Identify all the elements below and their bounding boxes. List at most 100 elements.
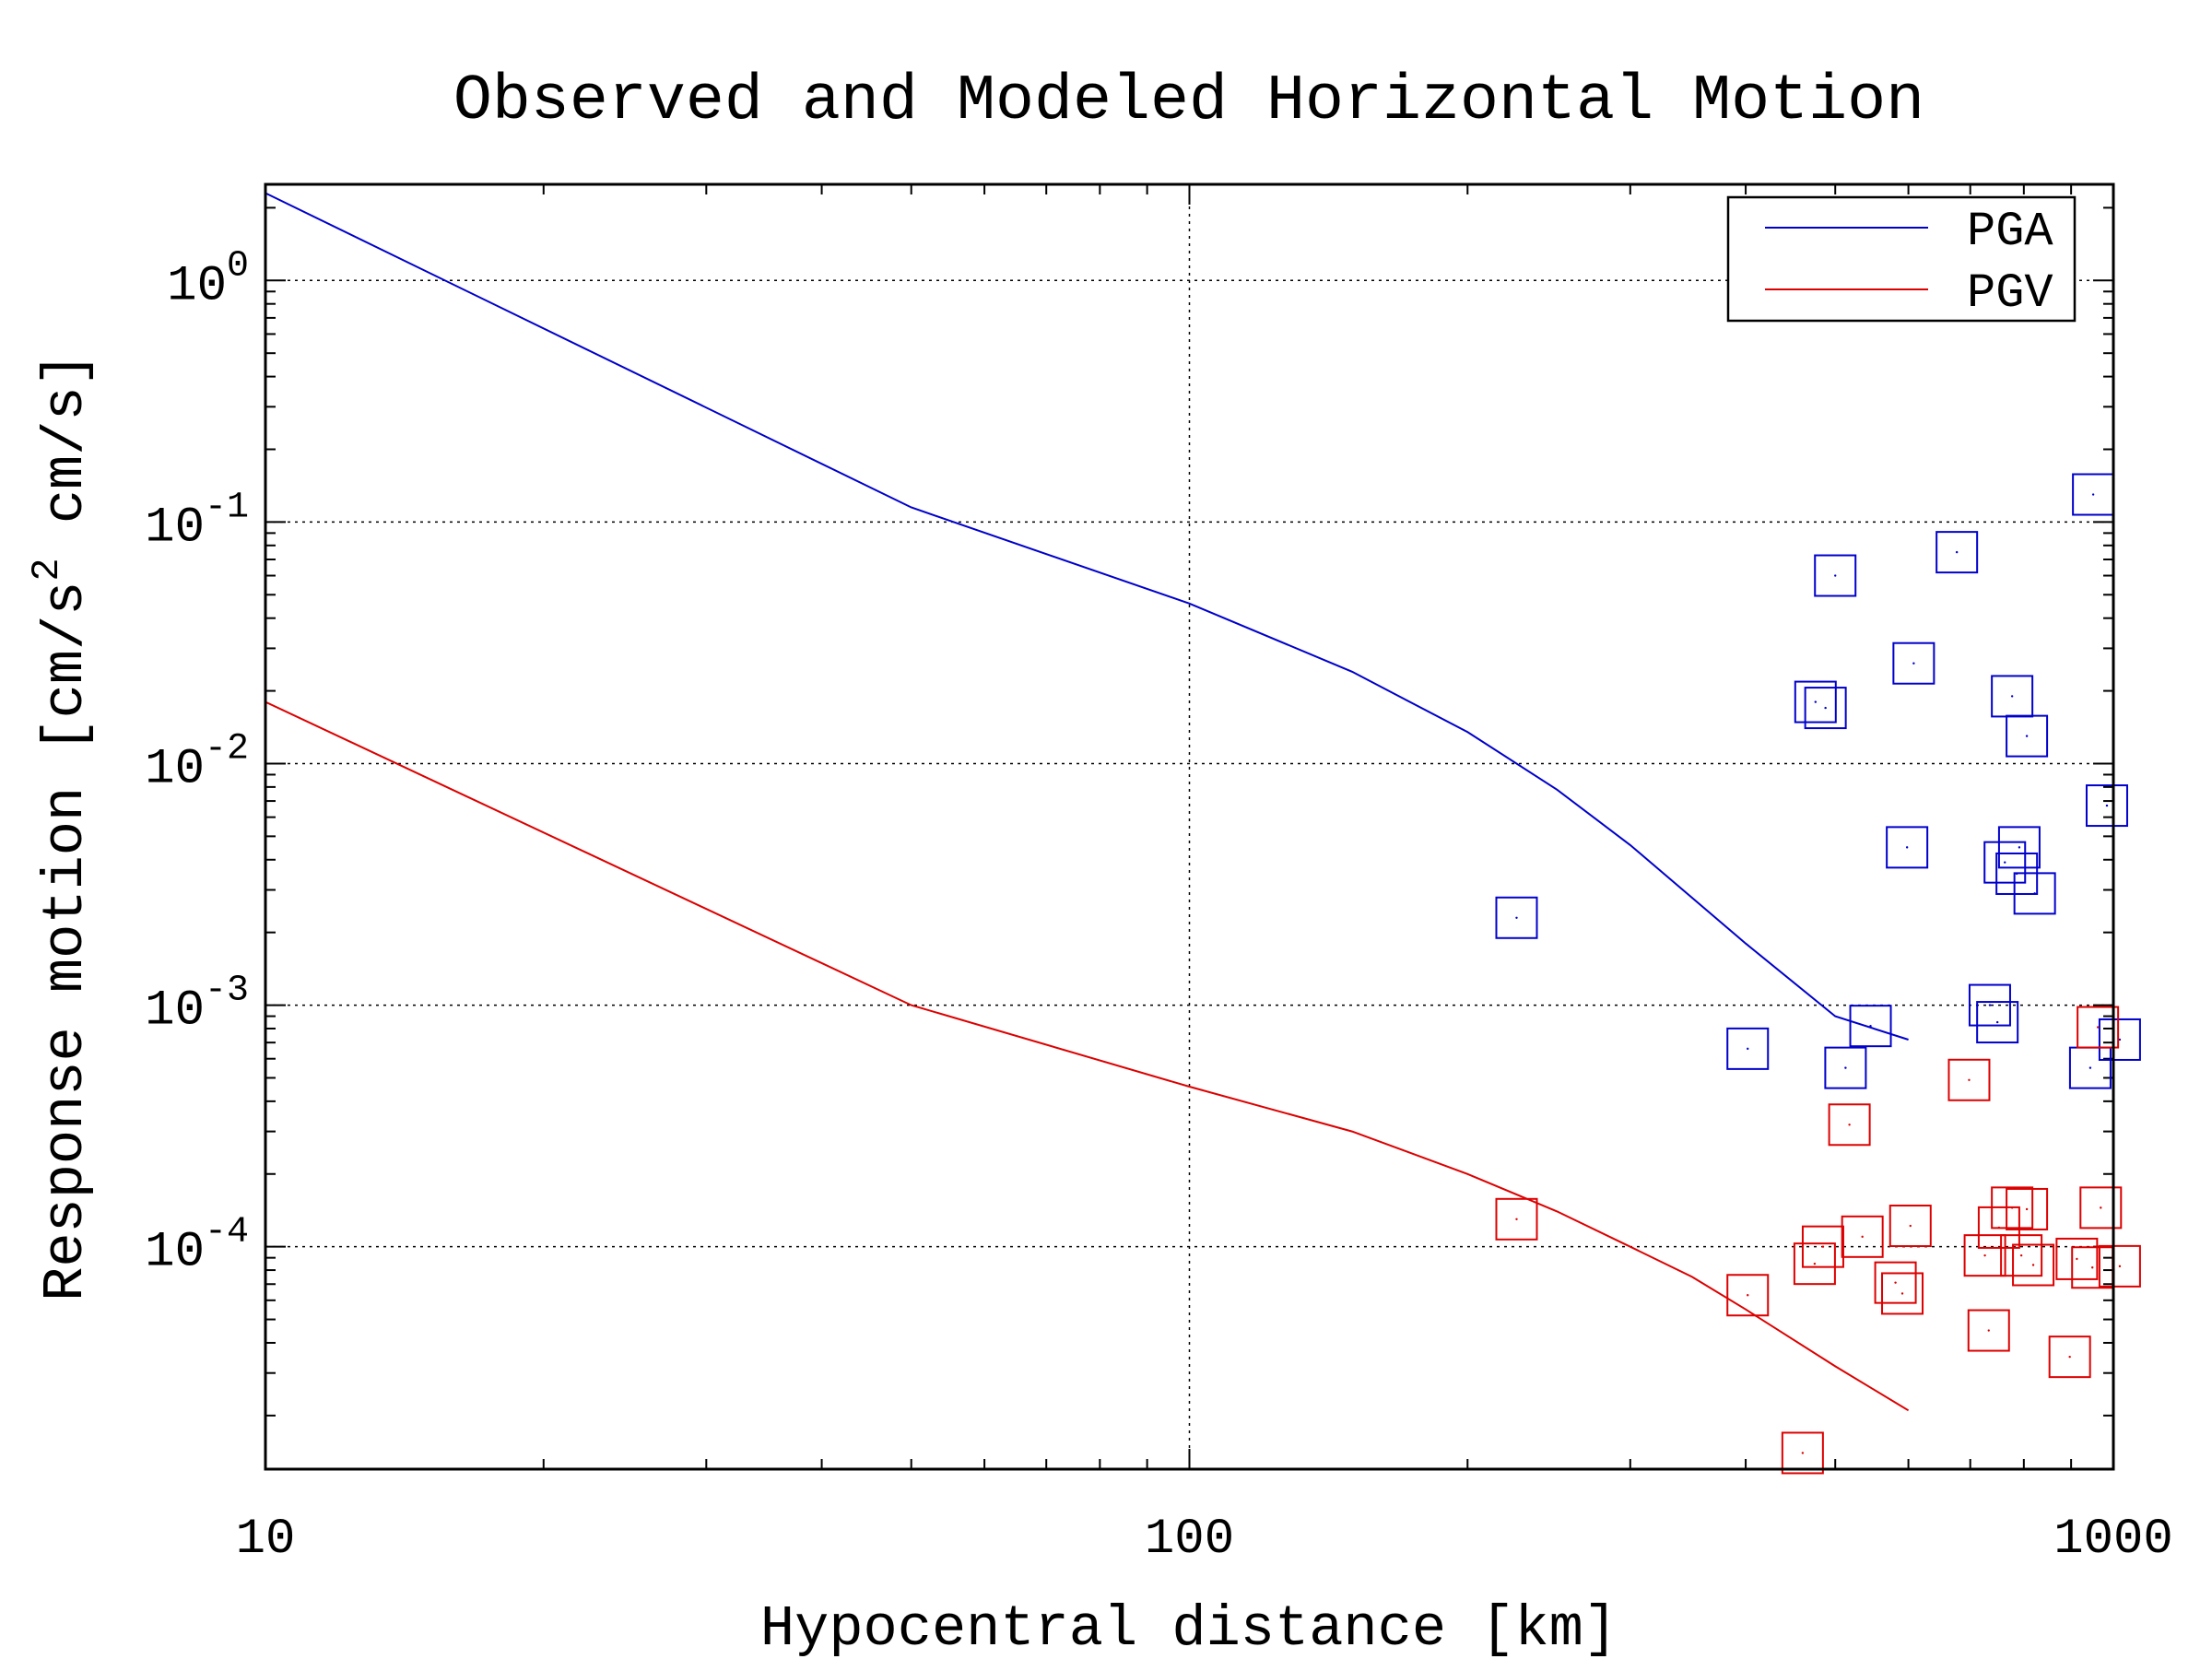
pga-point-center <box>2033 892 2036 895</box>
pga-point <box>1849 1005 1892 1048</box>
pgv-point-center <box>1747 1294 1749 1297</box>
pga-point <box>2085 784 2128 828</box>
pga-point <box>1726 1027 1770 1070</box>
pga-point-center <box>2004 861 2006 864</box>
pga-point <box>2006 714 2049 758</box>
pgv-point-center <box>2019 1253 2023 1257</box>
pgv-point-center <box>2068 1355 2071 1359</box>
pgv-point-center <box>1861 1235 1864 1239</box>
pga-point-center <box>2105 804 2109 807</box>
legend-label-pga: PGA <box>1967 205 2053 259</box>
pga-point <box>1976 1001 2019 1044</box>
pgv-point-center <box>2025 1207 2029 1211</box>
pgv-point-center <box>1801 1452 1805 1454</box>
pga-point <box>2013 872 2056 915</box>
pgv-point-center <box>1987 1329 1990 1332</box>
pgv-point-center <box>1894 1281 1897 1284</box>
pga-point-center <box>1834 574 1837 577</box>
series-lines <box>265 192 1910 1412</box>
pgv-point-center <box>1813 1262 1817 1265</box>
y-tick-label-4: 10-4 <box>145 1212 249 1281</box>
pgv-point-center <box>1983 1253 1986 1257</box>
y-axis-label: Response motion [cm/s2 cm/s] <box>25 352 99 1301</box>
pgv-point-center <box>1900 1292 1904 1295</box>
pgv-point-center <box>2118 1265 2122 1268</box>
pgv-point <box>1947 1058 1991 1101</box>
pga-point-center <box>1905 846 1909 849</box>
pgv-point-center <box>1968 1078 1971 1081</box>
pgv-point-center <box>1848 1124 1851 1126</box>
pga-point <box>1983 841 2027 884</box>
pgv-point <box>1963 1234 2006 1277</box>
y-tick-label-0: 100 <box>167 245 249 314</box>
x-tick-label-1: 100 <box>1145 1512 1234 1568</box>
x-tick-labels: 10 100 1000 <box>236 1512 2173 1568</box>
pga-point-center <box>1995 1020 1999 1024</box>
pgv-point <box>2048 1335 2091 1379</box>
pga-point-center <box>1515 916 1518 919</box>
pgv-point <box>1495 1197 1538 1241</box>
pgv-point <box>1793 1242 1836 1286</box>
pga-point-center <box>1814 700 1818 703</box>
pgv-point <box>1967 1309 2010 1352</box>
pga-point <box>1824 1046 1867 1089</box>
pga-point-center <box>2118 1038 2122 1041</box>
pgv-point <box>1726 1274 1770 1317</box>
pga-point <box>1886 826 1929 869</box>
y-axis-label-main: Response motion [cm/s <box>33 582 99 1301</box>
y-tick-label-1: 10-1 <box>145 487 249 556</box>
pgv-point <box>1828 1103 1871 1147</box>
legend: PGA PGV <box>1726 195 2077 323</box>
pgv-point-center <box>2076 1257 2078 1261</box>
pga-point-center <box>1955 550 1959 554</box>
pgv-model-line <box>265 700 1910 1412</box>
pga-point-center <box>1988 1004 1992 1006</box>
pgv-point <box>1991 1186 2034 1230</box>
y-axis-label-tail: cm/s] <box>33 352 99 558</box>
pga-point-center <box>1747 1047 1749 1051</box>
pgv-point <box>1801 1225 1844 1268</box>
pga-point-center <box>1912 662 1915 665</box>
pga-point <box>2098 1018 2141 1061</box>
pgv-point <box>2055 1237 2099 1280</box>
pgv-point <box>2098 1244 2141 1288</box>
pga-point <box>1936 531 1979 574</box>
pgv-point-center <box>1909 1224 1912 1228</box>
pgv-point <box>1841 1215 1884 1258</box>
axis-ticks <box>265 184 2113 1469</box>
pga-point-center <box>2088 1066 2092 1069</box>
y-tick-label-2: 10-2 <box>145 728 249 797</box>
pgv-point-center <box>2091 1266 2094 1269</box>
pga-point-center <box>2018 846 2021 849</box>
legend-box <box>1726 195 2077 323</box>
series-points <box>1495 473 2141 1475</box>
pgv-point <box>2000 1234 2043 1277</box>
pga-model-line <box>265 192 1909 1041</box>
pga-point-center <box>2010 695 2014 698</box>
y-tick-labels: 100 10-1 10-2 10-3 10-4 <box>145 245 249 1280</box>
pgv-point <box>2079 1186 2123 1230</box>
x-tick-label-0: 10 <box>236 1512 296 1568</box>
pgv-point <box>1781 1431 1824 1475</box>
pga-point <box>1892 641 1936 685</box>
y-tick-label-3: 10-3 <box>145 971 249 1040</box>
pgv-point <box>1888 1205 1932 1248</box>
pgv-point <box>2006 1187 2049 1230</box>
pgv-point-center <box>1821 1245 1825 1248</box>
pgv-point-center <box>2100 1206 2102 1209</box>
pga-point-center <box>2091 493 2095 496</box>
pga-point <box>1495 896 1538 939</box>
x-axis-label: Hypocentral distance [km] <box>760 1596 1618 1659</box>
pga-point <box>1997 826 2041 869</box>
pga-point <box>1804 687 1847 730</box>
pgv-point <box>2012 1243 2055 1287</box>
pgv-point-center <box>2096 1026 2100 1029</box>
x-tick-label-2: 1000 <box>2053 1512 2173 1568</box>
pgv-point-center <box>1515 1218 1518 1220</box>
pga-point-center <box>1824 706 1827 710</box>
pgv-point-center <box>2031 1264 2035 1266</box>
pga-point <box>1794 680 1837 724</box>
pgv-point <box>1874 1261 1917 1304</box>
pga-point <box>1814 554 1857 597</box>
